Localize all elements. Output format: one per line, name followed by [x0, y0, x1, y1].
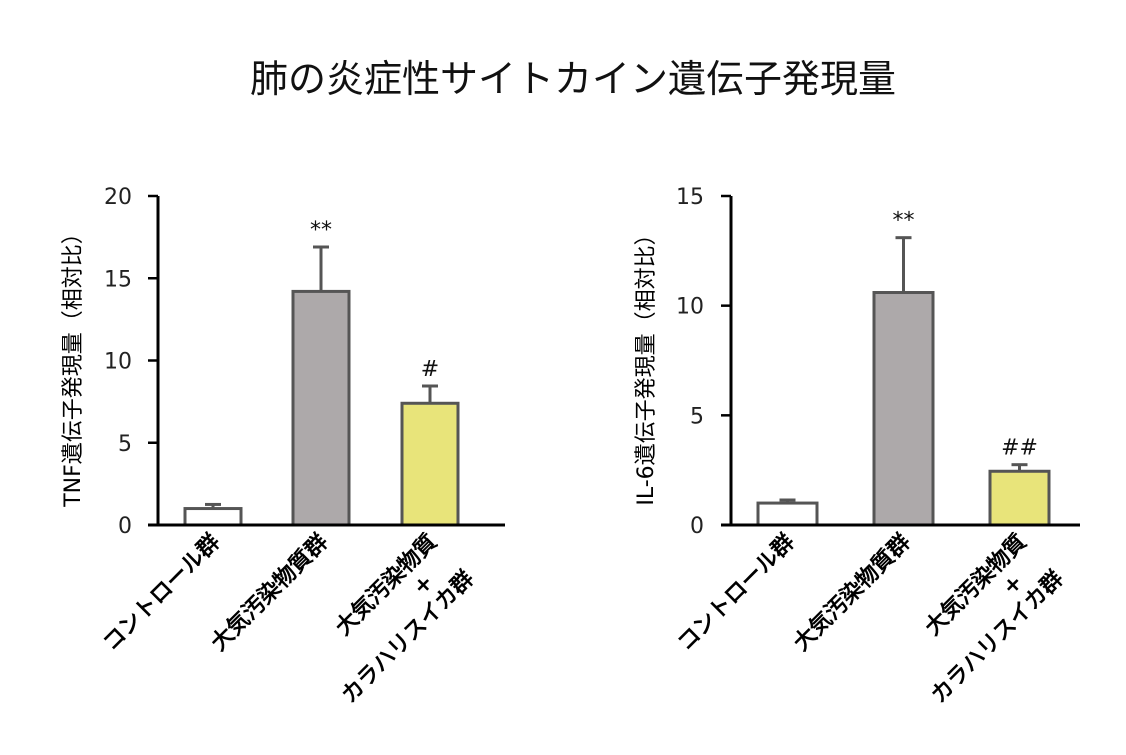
category-label: 大気汚染物質+カラハリスイカ群	[889, 529, 1068, 708]
y-tick-label: 0	[118, 514, 132, 539]
bar	[183, 507, 243, 527]
category-label: 大気汚染物質+カラハリスイカ群	[300, 529, 479, 708]
significance-marker: **	[310, 218, 332, 243]
y-tick-label: 10	[104, 350, 132, 375]
y-tick-label: 5	[118, 432, 132, 457]
figure-title: 肺の炎症性サイトカイン遺伝子発現量	[249, 57, 896, 101]
bar	[291, 289, 351, 527]
category-label-line: カラハリスイカ群	[926, 566, 1069, 709]
category-label: コントロール群	[672, 529, 799, 656]
bar	[988, 469, 1051, 527]
category-label: 大気汚染物質群	[206, 529, 333, 656]
category-label: 大気汚染物質群	[788, 529, 915, 656]
y-tick-label: 15	[676, 185, 704, 210]
y-tick-label: 15	[104, 267, 132, 292]
significance-marker: **	[893, 209, 915, 234]
category-label-line: カラハリスイカ群	[336, 566, 479, 709]
il6-chart: IL-6遺伝子発現量（相対比） 0 5 10 15 コントロール群 ** 大気汚染物質群 ## 大…	[634, 185, 1080, 708]
tnf-chart: TNF遺伝子発現量（相対比） 0 5 10 15 20 コントロール群 ** 大気汚染物質群 # 大…	[61, 185, 505, 708]
bar	[872, 291, 935, 527]
significance-marker: ##	[1001, 436, 1038, 461]
category-label-line: 大気汚染物質群	[788, 529, 915, 656]
category-label-line: コントロール群	[98, 529, 225, 656]
y-tick-label: 20	[104, 185, 132, 210]
bar	[400, 401, 460, 527]
y-tick-label: 5	[690, 404, 704, 429]
category-label-line: 大気汚染物質群	[206, 529, 333, 656]
y-tick-label: 0	[690, 514, 704, 539]
significance-marker: #	[421, 357, 439, 382]
category-label-line: コントロール群	[672, 529, 799, 656]
y-axis-label: IL-6遺伝子発現量（相対比）	[634, 223, 659, 505]
category-label: コントロール群	[98, 529, 225, 656]
y-axis-label: TNF遺伝子発現量（相対比）	[61, 222, 86, 508]
bar	[756, 501, 819, 527]
y-tick-label: 10	[676, 295, 704, 320]
